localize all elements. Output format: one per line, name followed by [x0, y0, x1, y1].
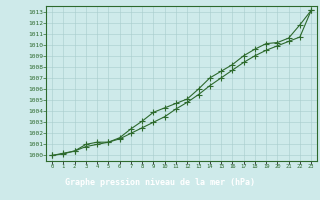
- Text: Graphe pression niveau de la mer (hPa): Graphe pression niveau de la mer (hPa): [65, 178, 255, 187]
